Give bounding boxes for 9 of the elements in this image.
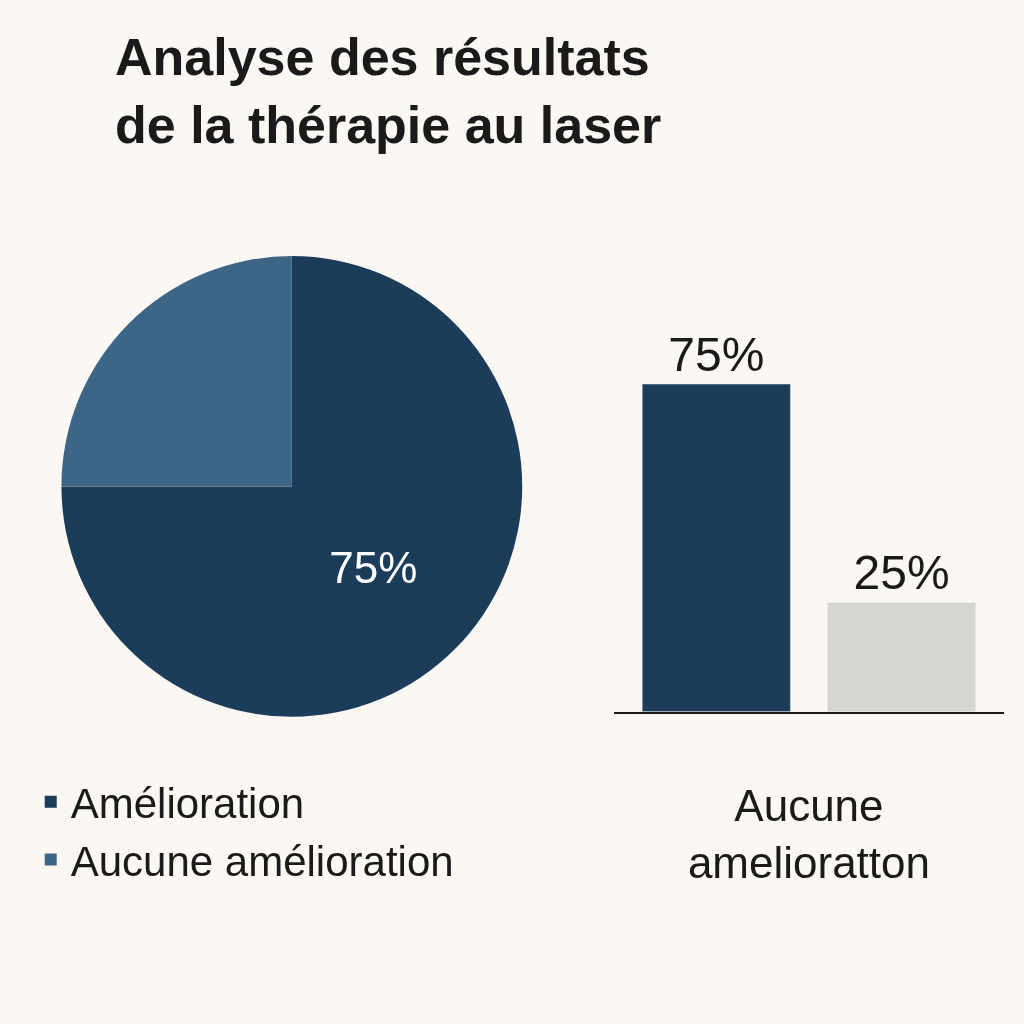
pie-slice [61,256,292,487]
legend-label: Amélioration [70,780,305,828]
chart-title: Analyse des résultats de la thérapie au laser [115,28,662,154]
data-label: 75% [668,328,765,381]
data-label: 75% [329,543,418,593]
data-label: 25% [853,546,950,600]
x-axis-title: Aucune amelioratton [687,780,931,888]
pie-slice [61,256,523,717]
legend-label: Aucune amélioration [70,837,454,885]
